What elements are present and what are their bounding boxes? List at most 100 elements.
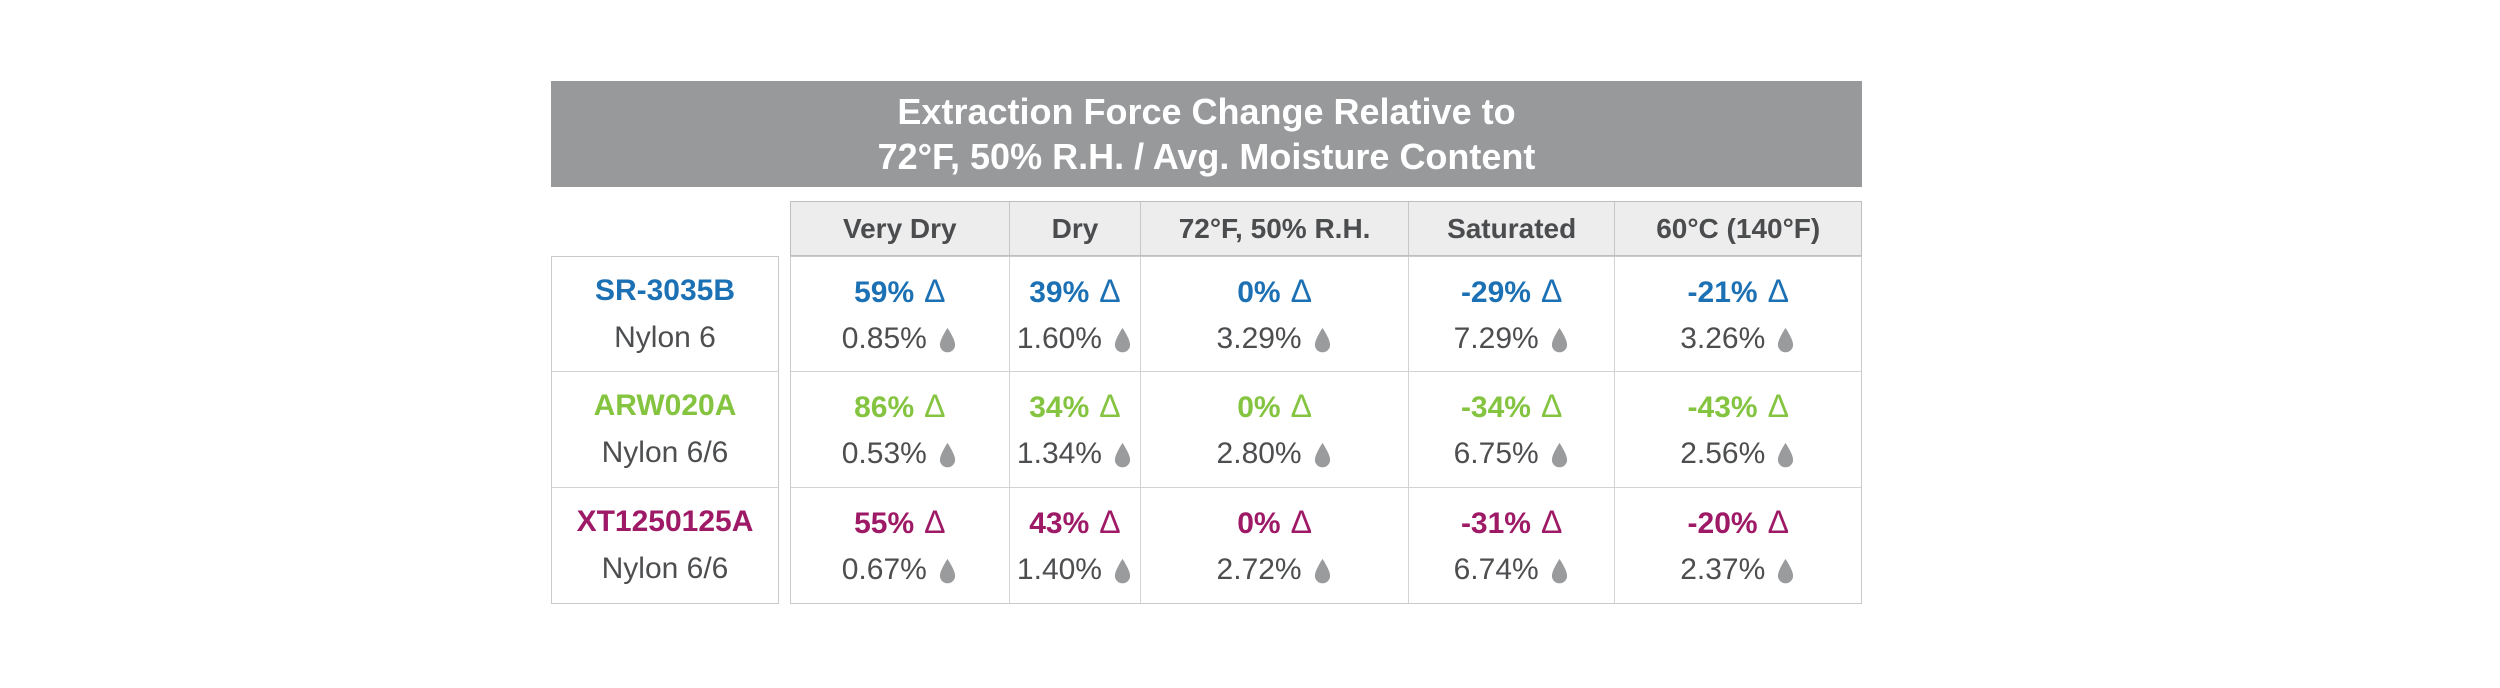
- table-title-bar: Extraction Force Change Relative to 72°F…: [551, 81, 1862, 187]
- delta-value: -29%: [1460, 275, 1531, 309]
- extraction-force-table: Extraction Force Change Relative to 72°F…: [551, 81, 1862, 604]
- material-name: Nylon 6: [614, 320, 716, 354]
- moisture-line: 1.34%: [1017, 437, 1133, 471]
- moisture-line: 2.56%: [1680, 437, 1796, 471]
- data-grid: 59% Δ 0.85% 39% Δ 1.60% 0% Δ 3.29% -29% Δ 7.…: [790, 256, 1862, 604]
- table-title-line2: 72°F, 50% R.H. / Avg. Moisture Content: [877, 136, 1536, 177]
- data-cell: 43% Δ 1.40%: [1010, 487, 1142, 603]
- droplet-icon: [1551, 559, 1567, 584]
- delta-value: -31%: [1460, 506, 1531, 540]
- delta-icon: Δ: [1099, 503, 1121, 540]
- delta-line: -21% Δ: [1688, 273, 1789, 310]
- droplet-icon: [1551, 443, 1567, 468]
- droplet-icon: [1551, 328, 1567, 353]
- moisture-line: 2.37%: [1680, 553, 1796, 587]
- data-cell: -29% Δ 7.29%: [1408, 257, 1616, 373]
- delta-icon: Δ: [1290, 272, 1312, 309]
- droplet-icon: [1314, 328, 1330, 353]
- delta-line: -34% Δ: [1461, 388, 1562, 425]
- delta-line: 86% Δ: [854, 388, 945, 425]
- data-cell: 39% Δ 1.60%: [1009, 257, 1142, 373]
- moisture-line: 0.85%: [842, 322, 958, 356]
- delta-icon: Δ: [1290, 387, 1312, 424]
- data-cell: 0% Δ 2.80%: [1141, 372, 1409, 488]
- delta-icon: Δ: [1540, 503, 1563, 540]
- delta-line: 43% Δ: [1029, 504, 1120, 541]
- delta-icon: Δ: [1099, 272, 1121, 309]
- delta-line: 0% Δ: [1237, 273, 1312, 310]
- data-cell: -43% Δ 2.56%: [1615, 372, 1861, 488]
- moisture-line: 2.72%: [1217, 553, 1333, 587]
- delta-value: 43%: [1029, 506, 1090, 540]
- row-label-arw020a: ARW020A Nylon 6/6: [552, 372, 778, 488]
- column-header-row: Very Dry Dry 72°F, 50% R.H. Saturated 60…: [790, 201, 1862, 256]
- delta-line: 0% Δ: [1237, 504, 1312, 541]
- moisture-value: 6.75%: [1453, 436, 1539, 470]
- droplet-icon: [1778, 443, 1794, 468]
- delta-icon: Δ: [1540, 387, 1563, 424]
- droplet-icon: [1314, 443, 1330, 468]
- moisture-value: 0.85%: [841, 321, 927, 355]
- moisture-value: 2.72%: [1216, 552, 1302, 586]
- column-header-saturated: Saturated: [1408, 202, 1616, 255]
- moisture-value: 1.60%: [1016, 321, 1102, 355]
- delta-line: 59% Δ: [854, 273, 945, 310]
- delta-icon: Δ: [1767, 387, 1789, 424]
- moisture-line: 3.29%: [1217, 322, 1333, 356]
- delta-value: 34%: [1029, 390, 1090, 424]
- delta-line: 39% Δ: [1029, 273, 1120, 310]
- droplet-icon: [1778, 328, 1794, 353]
- delta-line: 55% Δ: [854, 504, 945, 541]
- moisture-line: 0.53%: [842, 437, 958, 471]
- moisture-value: 6.74%: [1453, 552, 1539, 586]
- delta-value: 0%: [1237, 506, 1281, 540]
- moisture-line: 2.80%: [1217, 437, 1333, 471]
- moisture-value: 2.56%: [1680, 436, 1766, 470]
- delta-icon: Δ: [1767, 272, 1789, 309]
- delta-icon: Δ: [1099, 387, 1121, 424]
- moisture-line: 1.60%: [1017, 322, 1133, 356]
- delta-line: 0% Δ: [1237, 388, 1312, 425]
- delta-line: -20% Δ: [1688, 504, 1789, 541]
- delta-value: 0%: [1237, 390, 1281, 424]
- delta-value: -43%: [1687, 390, 1758, 424]
- moisture-line: 6.74%: [1454, 553, 1570, 587]
- data-cell: 59% Δ 0.85%: [791, 257, 1010, 373]
- moisture-value: 1.34%: [1016, 436, 1102, 470]
- delta-icon: Δ: [1540, 272, 1563, 309]
- delta-value: -34%: [1460, 390, 1531, 424]
- droplet-icon: [939, 328, 955, 353]
- delta-line: 34% Δ: [1029, 388, 1120, 425]
- moisture-line: 0.67%: [842, 553, 958, 587]
- droplet-icon: [1114, 328, 1131, 353]
- delta-value: 59%: [854, 275, 915, 309]
- delta-line: -29% Δ: [1461, 273, 1562, 310]
- data-cell: -31% Δ 6.74%: [1409, 487, 1616, 603]
- moisture-value: 0.53%: [841, 436, 927, 470]
- delta-icon: Δ: [924, 503, 946, 540]
- moisture-line: 7.29%: [1454, 322, 1570, 356]
- droplet-icon: [939, 559, 955, 584]
- material-name: Nylon 6/6: [601, 435, 729, 469]
- row-label-column: SR-3035B Nylon 6 ARW020A Nylon 6/6 XT125…: [551, 256, 779, 604]
- material-name: Nylon 6/6: [601, 551, 729, 585]
- row-label-sr3035b: SR-3035B Nylon 6: [552, 257, 778, 373]
- delta-value: -20%: [1687, 506, 1758, 540]
- delta-icon: Δ: [1767, 503, 1789, 540]
- delta-value: 55%: [854, 506, 915, 540]
- column-header-very-dry: Very Dry: [791, 202, 1010, 255]
- moisture-line: 6.75%: [1454, 437, 1570, 471]
- table-title-line1: Extraction Force Change Relative to: [897, 91, 1516, 132]
- product-name: XT1250125A: [576, 504, 754, 538]
- column-header-60c-140f: 60°C (140°F): [1615, 202, 1861, 255]
- moisture-value: 2.80%: [1216, 436, 1302, 470]
- data-cell: 34% Δ 1.34%: [1009, 372, 1142, 488]
- droplet-icon: [1778, 559, 1794, 584]
- data-cell: -21% Δ 3.26%: [1615, 257, 1861, 373]
- droplet-icon: [939, 443, 955, 468]
- moisture-value: 0.67%: [841, 552, 927, 586]
- delta-icon: Δ: [924, 272, 946, 309]
- moisture-value: 1.40%: [1016, 552, 1102, 586]
- column-header-72f-50rh: 72°F, 50% R.H.: [1141, 202, 1409, 255]
